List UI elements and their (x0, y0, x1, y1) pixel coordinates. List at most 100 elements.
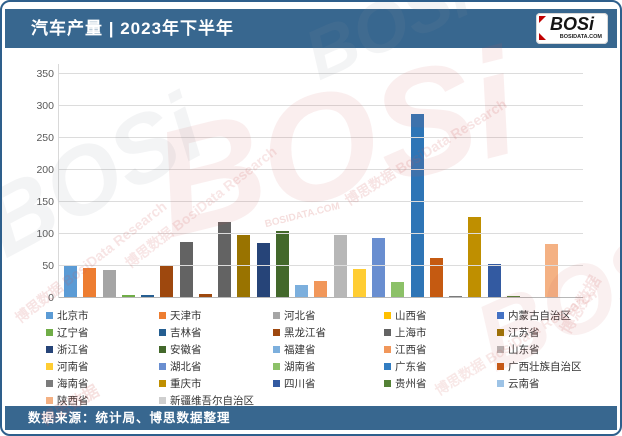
bar-内蒙古自治区 (141, 295, 155, 298)
bar-安徽省 (275, 230, 289, 298)
legend-label: 重庆市 (170, 377, 202, 390)
legend-swatch (159, 379, 166, 387)
chart-title: 汽车产量 | 2023年下半年 (31, 19, 235, 38)
legend-label: 内蒙古自治区 (508, 309, 571, 322)
legend-swatch (46, 396, 53, 404)
legend-item-河南省: 河南省 (46, 359, 159, 373)
legend-item-江西省: 江西省 (384, 342, 497, 356)
legend-item-浙江省: 浙江省 (46, 342, 159, 356)
legend-label: 新疆维吾尔自治区 (170, 394, 254, 407)
bar-天津市 (83, 267, 97, 298)
data-source-text: 数据来源：统计局、博思数据整理 (28, 411, 231, 425)
plot-area (58, 64, 583, 298)
legend: 北京市 天津市 河北省 山西省 内蒙古自治区辽宁省 吉林省 黑龙江省 上海市 江苏省浙江省 安徽省… (46, 308, 612, 407)
gridline (59, 169, 583, 170)
legend-item-北京市: 北京市 (46, 308, 159, 322)
legend-label: 辽宁省 (57, 326, 89, 339)
legend-item-福建省: 福建省 (273, 342, 384, 356)
legend-label: 广东省 (395, 360, 427, 373)
legend-swatch (384, 311, 391, 319)
legend-label: 云南省 (508, 377, 540, 390)
legend-item-湖北省: 湖北省 (159, 359, 273, 373)
legend-label: 天津市 (170, 309, 202, 322)
bar-江西省 (314, 280, 328, 298)
legend-item-安徽省: 安徽省 (159, 342, 273, 356)
legend-swatch (159, 396, 166, 404)
bars-container (59, 64, 583, 298)
legend-label: 浙江省 (57, 343, 89, 356)
legend-swatch (497, 311, 504, 319)
bosi-logo-text: BOSi (549, 14, 594, 34)
legend-label: 江西省 (395, 343, 427, 356)
gridline (59, 265, 583, 266)
bar-河南省 (352, 269, 366, 298)
y-tick-label: 150 (36, 196, 54, 208)
bosi-logo: BOSi BOSIDATA.COM (536, 13, 608, 44)
legend-swatch (273, 345, 280, 353)
bar-辽宁省 (160, 266, 174, 298)
legend-label: 安徽省 (170, 343, 202, 356)
legend-label: 福建省 (284, 343, 316, 356)
bar-北京市 (64, 264, 78, 298)
bar-陕西省 (545, 243, 559, 298)
bar-河北省 (102, 269, 116, 298)
legend-swatch (273, 362, 280, 370)
legend-item-广西壮族自治区: 广西壮族自治区 (497, 359, 612, 373)
legend-item-贵州省: 贵州省 (384, 376, 497, 390)
legend-label: 湖北省 (170, 360, 202, 373)
y-tick-label: 300 (36, 100, 54, 112)
legend-item-陕西省: 陕西省 (46, 393, 159, 407)
legend-swatch (384, 362, 391, 370)
legend-swatch (273, 379, 280, 387)
bosi-logo-subtext: BOSIDATA.COM (559, 34, 602, 40)
legend-label: 山西省 (395, 309, 427, 322)
legend-item-黑龙江省: 黑龙江省 (273, 325, 384, 339)
bar-黑龙江省 (198, 294, 212, 298)
legend-item-河北省: 河北省 (273, 308, 384, 322)
legend-label: 吉林省 (170, 326, 202, 339)
legend-swatch (497, 345, 504, 353)
legend-swatch (273, 311, 280, 319)
legend-label: 四川省 (284, 377, 316, 390)
y-tick-label: 200 (36, 164, 54, 176)
legend-swatch (159, 362, 166, 370)
legend-item-江苏省: 江苏省 (497, 325, 612, 339)
legend-swatch (159, 311, 166, 319)
bar-重庆市 (468, 217, 482, 298)
chart-header: 汽车产量 | 2023年下半年 BOSi BOSIDATA.COM (5, 9, 617, 48)
gridline (59, 297, 583, 298)
legend-swatch (46, 379, 53, 387)
legend-label: 广西壮族自治区 (508, 360, 582, 373)
y-tick-label: 100 (36, 228, 54, 240)
bar-福建省 (295, 285, 309, 298)
legend-swatch (273, 328, 280, 336)
legend-item-海南省: 海南省 (46, 376, 159, 390)
legend-swatch (46, 328, 53, 336)
legend-swatch (384, 328, 391, 336)
y-tick-label: 350 (36, 68, 54, 80)
gridline (59, 201, 583, 202)
legend-item-山东省: 山东省 (497, 342, 612, 356)
y-tick-label: 250 (36, 132, 54, 144)
bar-广西壮族自治区 (429, 258, 443, 298)
legend-swatch (159, 345, 166, 353)
y-axis-labels: 0 50 100 150 200 250 300 350 (16, 64, 54, 304)
gridline (59, 137, 583, 138)
bar-山东省 (333, 235, 347, 298)
legend-swatch (384, 379, 391, 387)
legend-item-上海市: 上海市 (384, 325, 497, 339)
gridline (59, 233, 583, 234)
gridline (59, 73, 583, 74)
legend-swatch (497, 379, 504, 387)
legend-item-云南省: 云南省 (497, 376, 612, 390)
legend-label: 河北省 (284, 309, 316, 322)
legend-label: 陕西省 (57, 394, 89, 407)
legend-item-吉林省: 吉林省 (159, 325, 273, 339)
legend-swatch (384, 345, 391, 353)
bar-江苏省 (237, 234, 251, 298)
bar-上海市 (218, 222, 232, 298)
legend-label: 江苏省 (508, 326, 540, 339)
bar-吉林省 (179, 241, 193, 298)
legend-item-湖南省: 湖南省 (273, 359, 384, 373)
bar-广东省 (410, 114, 424, 298)
